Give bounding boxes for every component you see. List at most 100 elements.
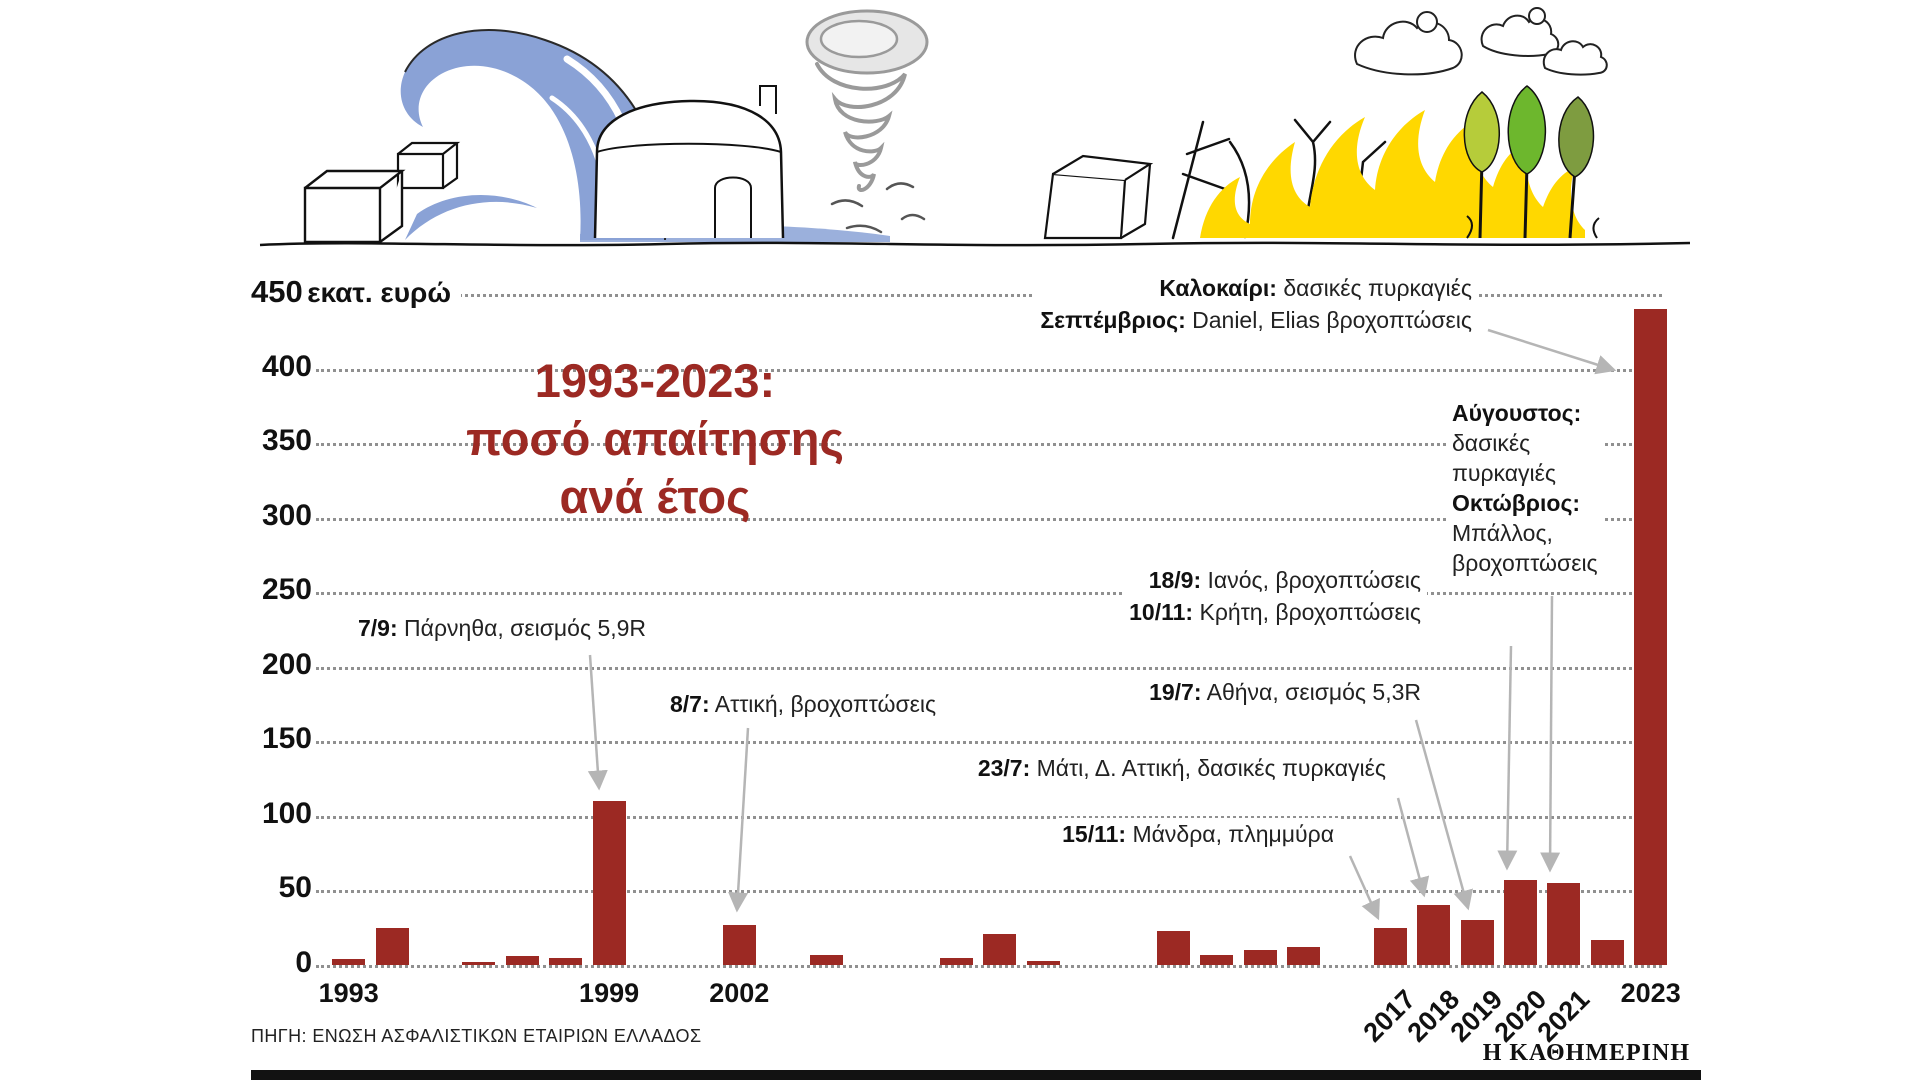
annotation-2002-date: 8/7: — [670, 691, 710, 717]
annotation-2021-line6: βροχοπτώσεις — [1452, 550, 1598, 576]
gridline-300 — [316, 517, 1662, 521]
smoke-clouds-icon — [1354, 7, 1608, 76]
chart-title-line1: 1993-2023: — [534, 354, 776, 407]
annotation-2021: Αύγουστος: δασικές πυρκαγιές Οκτώβριος: … — [1446, 398, 1604, 578]
tornado-icon — [805, 9, 929, 234]
bar-2018 — [1417, 905, 1451, 965]
x-label-2002: 2002 — [709, 978, 770, 1008]
gridline-50 — [316, 890, 1662, 894]
bar-2008 — [983, 933, 1017, 965]
annotation-2020-date1: 18/9: — [1148, 567, 1202, 593]
annotation-2018-text: Μάτι, Δ. Αττική, δασικές πυρκαγιές — [1030, 755, 1386, 781]
y-tick-150: 150 — [261, 722, 312, 756]
y-tick-200: 200 — [261, 647, 312, 681]
bar-2012 — [1156, 930, 1190, 965]
annotation-2020-text1: Ιανός, βροχοπτώσεις — [1201, 567, 1422, 593]
annotation-2017: 15/11: Μάνδρα, πλημμύρα — [1056, 818, 1340, 850]
annotation-2021-month1: Αύγουστος: — [1452, 400, 1582, 426]
bar-2019 — [1460, 920, 1494, 965]
bar-2014 — [1243, 950, 1277, 965]
ground-line — [259, 241, 1691, 247]
bar-1998 — [549, 957, 583, 965]
annotation-1999-text: Πάρνηθα, σεισμός 5,9R — [397, 615, 647, 641]
gridline-150 — [316, 741, 1662, 745]
gridline-0 — [316, 965, 1662, 968]
annotation-2002-text: Αττική, βροχοπτώσεις — [709, 691, 937, 717]
annotation-2019-text: Αθήνα, σεισμός 5,3R — [1201, 679, 1421, 705]
y-axis-unit: εκατ. ευρώ — [307, 277, 451, 308]
gridline-450 — [316, 294, 1662, 297]
bar-2007 — [939, 957, 973, 965]
annotation-2002: 8/7: Αττική, βροχοπτώσεις — [664, 688, 943, 720]
annotation-2018: 23/7: Μάτι, Δ. Αττική, δασικές πυρκαγιές — [971, 752, 1392, 784]
y-tick-0: 0 — [295, 946, 312, 979]
chart-title-line3: ανά έτος — [559, 470, 751, 523]
gridline-250 — [316, 592, 1662, 596]
bar-2009 — [1026, 960, 1060, 965]
annotation-2019: 19/7: Αθήνα, σεισμός 5,3R — [1143, 676, 1427, 708]
annotation-2021-line4: Οκτώβριος: — [1452, 488, 1598, 518]
annotation-2023-month: Σεπτέμβριος: — [1040, 307, 1186, 333]
y-axis-top-label: 450 εκατ. ευρώ — [251, 274, 461, 310]
bar-2004 — [809, 954, 843, 965]
annotation-2020-date2: 10/11: — [1129, 599, 1194, 625]
annotation-2023-text2: Daniel, Elias βροχοπτώσεις — [1185, 307, 1472, 333]
footer-rule — [251, 1070, 1701, 1080]
x-label-1993: 1993 — [318, 978, 379, 1008]
annotation-2021-line1: Αύγουστος: — [1452, 398, 1598, 428]
bar-2023 — [1634, 308, 1668, 965]
bar-2015 — [1287, 947, 1320, 965]
bar-2013 — [1200, 954, 1234, 965]
bar-2017 — [1373, 927, 1407, 965]
annotation-1999: 7/9: Πάρνηθα, σεισμός 5,9R — [352, 612, 653, 644]
annotation-2023-season: Καλοκαίρι: — [1159, 275, 1277, 301]
bar-2002 — [722, 924, 756, 965]
damaged-house-icon — [1043, 120, 1231, 240]
disaster-illustration — [259, 7, 1691, 247]
annotation-2023-text1: δασικές πυρκαγιές — [1276, 275, 1472, 301]
y-tick-100: 100 — [261, 796, 312, 830]
bar-1994 — [375, 927, 409, 965]
annotation-2020: 18/9: Ιανός, βροχοπτώσεις 10/11: Κρήτη, … — [1123, 564, 1427, 628]
annotation-2018-date: 23/7: — [977, 755, 1031, 781]
bar-1996 — [462, 962, 496, 965]
bar-1993 — [332, 959, 366, 965]
plot-area — [327, 294, 1673, 965]
x-label-2023: 2023 — [1620, 978, 1681, 1008]
bar-2020 — [1504, 880, 1537, 965]
trees-icon — [1463, 85, 1600, 239]
boxes-icon — [303, 141, 461, 244]
gridline-350 — [316, 443, 1662, 447]
y-tick-300: 300 — [261, 498, 312, 532]
annotation-2021-line5: Μπάλλος, — [1452, 520, 1553, 546]
annotation-2023-line2: Σεπτέμβριος: Daniel, Elias βροχοπτώσεις — [1040, 304, 1472, 336]
chart-title-line2: ποσό απαίτησης — [466, 412, 844, 465]
annotation-2020-line2: 10/11: Κρήτη, βροχοπτώσεις — [1129, 596, 1421, 628]
bar-2021 — [1547, 883, 1581, 965]
annotation-2017-text: Μάνδρα, πλημμύρα — [1126, 821, 1334, 847]
annotation-2020-text2: Κρήτη, βροχοπτώσεις — [1193, 599, 1421, 625]
bar-1999 — [592, 800, 626, 965]
newspaper-logo: Η ΚΑΘΗΜΕΡΙΝΗ — [1482, 1040, 1690, 1066]
chart-title: 1993-2023: ποσό απαίτησης ανά έτος — [420, 352, 890, 526]
wildfire-icon — [1200, 110, 1585, 239]
gridline-100 — [316, 815, 1662, 819]
annotation-1999-date: 7/9: — [358, 615, 398, 641]
annotation-2017-date: 15/11: — [1062, 821, 1127, 847]
annotation-2020-line1: 18/9: Ιανός, βροχοπτώσεις — [1129, 564, 1421, 596]
annotation-2019-date: 19/7: — [1149, 679, 1202, 705]
annotation-2021-line2: δασικές — [1452, 430, 1531, 456]
annotation-2021-line3: πυρκαγιές — [1452, 460, 1556, 486]
gridline-400 — [316, 368, 1662, 372]
y-tick-350: 350 — [261, 424, 312, 458]
annotation-2021-month2: Οκτώβριος: — [1452, 490, 1581, 516]
bar-2022 — [1590, 939, 1624, 965]
gridline-200 — [316, 666, 1662, 670]
annotation-2023: Καλοκαίρι: δασικές πυρκαγιές Σεπτέμβριος… — [1034, 272, 1478, 336]
annotation-2023-line1: Καλοκαίρι: δασικές πυρκαγιές — [1040, 272, 1472, 304]
y-tick-50: 50 — [278, 871, 312, 905]
y-tick-250: 250 — [261, 573, 312, 607]
house-icon — [593, 85, 785, 239]
y-tick-400: 400 — [261, 349, 312, 383]
